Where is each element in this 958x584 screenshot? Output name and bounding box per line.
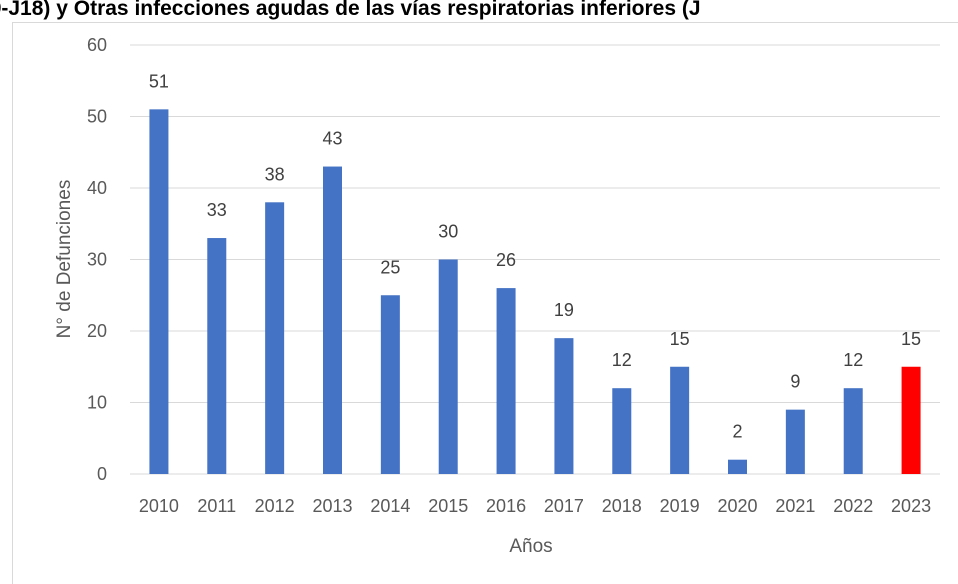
- bar: [380, 295, 400, 474]
- bar: [323, 166, 342, 475]
- x-tick-label: 2020: [717, 496, 757, 516]
- y-axis-label: N° de Defunciones: [54, 180, 75, 339]
- data-label: 2: [732, 422, 742, 442]
- y-tick-label: 10: [87, 393, 107, 413]
- data-labels: 51 33 38 43 25 30 26 19 12 15 2 9 12 15: [149, 71, 921, 441]
- bars: [149, 109, 921, 475]
- data-label: 51: [149, 71, 169, 91]
- data-label: 15: [670, 329, 690, 349]
- data-label: 26: [496, 250, 516, 270]
- x-tick-label: 2021: [775, 496, 815, 516]
- y-tick-label: 50: [87, 107, 107, 127]
- bar: [728, 459, 747, 474]
- bar: [901, 366, 921, 474]
- bar: [843, 388, 863, 474]
- x-tick-label: 2018: [602, 496, 642, 516]
- x-tick-label: 2012: [255, 496, 295, 516]
- bar: [149, 109, 169, 474]
- y-tick-label: 0: [97, 464, 107, 484]
- y-tick-label: 60: [87, 35, 107, 55]
- x-tick-labels: 2010 2011 2012 2013 2014 2015 2016 2017 2018 2019…: [139, 496, 931, 516]
- data-label: 15: [901, 329, 921, 349]
- bar: [785, 409, 805, 474]
- x-tick-label: 2015: [428, 496, 468, 516]
- bar: [670, 366, 690, 474]
- x-tick-label: 2010: [139, 496, 179, 516]
- x-tick-label: 2019: [660, 496, 700, 516]
- x-tick-label: 2023: [891, 496, 931, 516]
- data-label: 30: [438, 222, 458, 242]
- x-tick-label: 2017: [544, 496, 584, 516]
- bar: [438, 259, 458, 474]
- bar: [554, 338, 574, 474]
- data-label: 19: [554, 300, 574, 320]
- chart-frame: [12, 22, 958, 584]
- y-tick-labels: 0 10 20 30 40 50 60: [87, 35, 107, 484]
- data-label: 38: [265, 164, 285, 184]
- y-tick-label: 30: [87, 250, 107, 270]
- data-label: 33: [207, 200, 227, 220]
- data-label: 9: [790, 372, 800, 392]
- x-tick-label: 2011: [197, 496, 236, 516]
- chart-title: ía (J09-J18) y Otras infecciones agudas …: [0, 0, 701, 20]
- x-tick-label: 2014: [370, 496, 410, 516]
- bar: [207, 238, 227, 474]
- gridlines: [130, 44, 940, 475]
- bar: [265, 202, 285, 475]
- x-axis-label: Años: [509, 536, 552, 557]
- data-label: 43: [322, 129, 342, 149]
- x-tick-label: 2013: [312, 496, 352, 516]
- bar: [496, 288, 516, 474]
- y-tick-label: 40: [87, 178, 107, 198]
- bar: [612, 388, 632, 474]
- data-label: 25: [380, 257, 400, 277]
- x-tick-label: 2022: [833, 496, 873, 516]
- x-tick-label: 2016: [486, 496, 526, 516]
- y-tick-label: 20: [87, 321, 107, 341]
- data-label: 12: [843, 350, 863, 370]
- data-label: 12: [612, 350, 632, 370]
